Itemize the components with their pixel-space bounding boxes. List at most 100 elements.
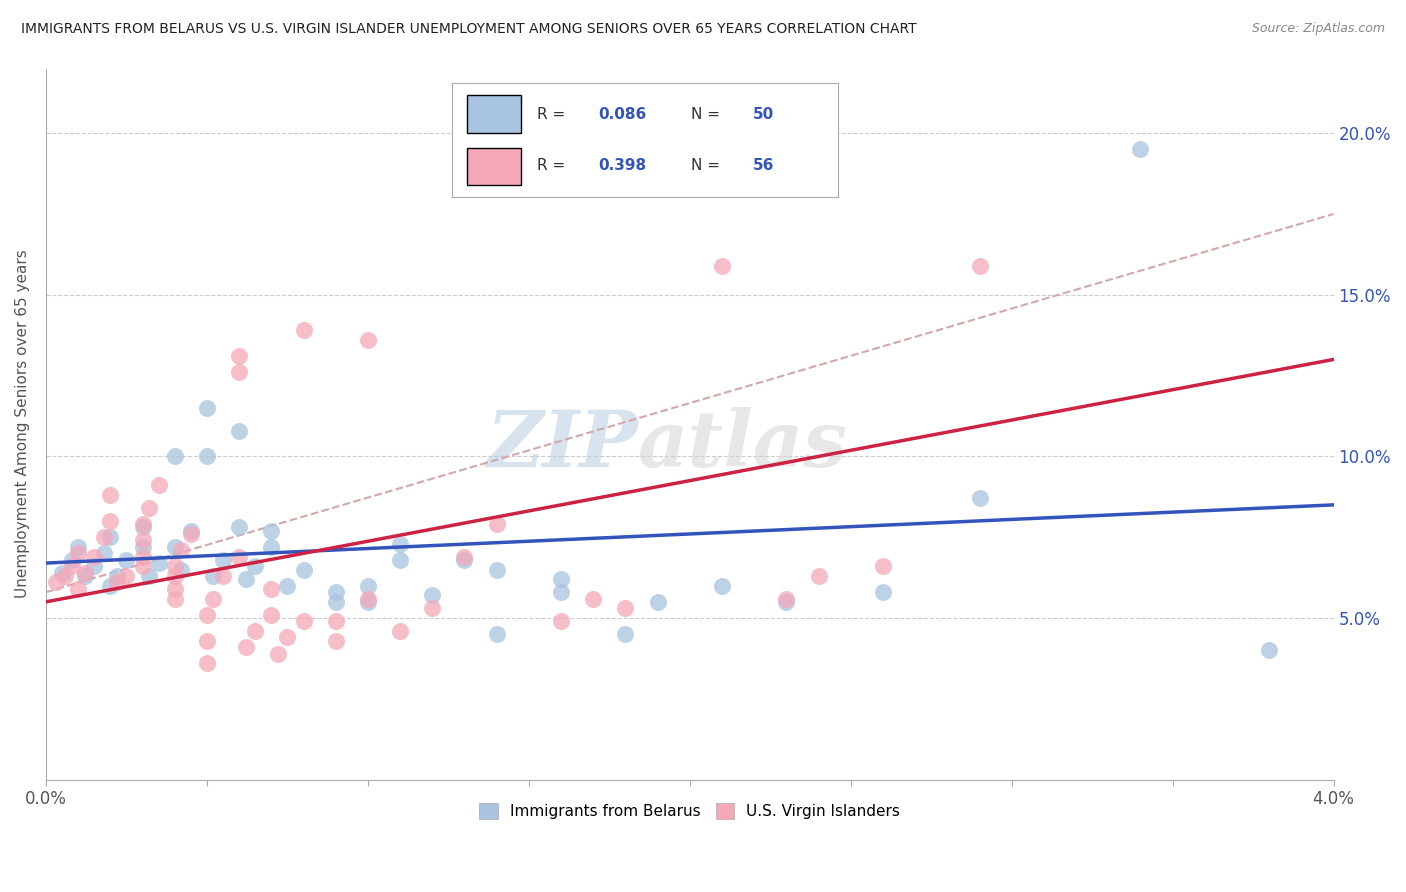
Point <box>202 591 225 606</box>
Point <box>163 569 186 583</box>
Point <box>138 569 160 583</box>
Point <box>614 627 637 641</box>
Point <box>51 566 73 580</box>
Point <box>245 559 267 574</box>
Point <box>292 562 315 576</box>
Point <box>98 514 121 528</box>
Point <box>453 553 475 567</box>
Point <box>93 530 115 544</box>
Point <box>969 491 991 506</box>
Point <box>115 569 138 583</box>
Point <box>180 524 202 538</box>
Point <box>711 259 734 273</box>
Point <box>148 556 170 570</box>
Point <box>228 549 250 564</box>
Point <box>131 559 153 574</box>
Point <box>235 640 257 654</box>
Point <box>807 569 830 583</box>
Point <box>212 569 235 583</box>
Point <box>550 572 572 586</box>
Point <box>53 569 76 583</box>
Point <box>389 624 412 638</box>
Point <box>872 585 894 599</box>
Point <box>325 633 347 648</box>
Point <box>260 607 283 622</box>
Point <box>67 540 90 554</box>
Point <box>292 614 315 628</box>
Point <box>105 575 128 590</box>
Point <box>260 582 283 596</box>
Legend: Immigrants from Belarus, U.S. Virgin Islanders: Immigrants from Belarus, U.S. Virgin Isl… <box>474 797 907 825</box>
Point <box>228 424 250 438</box>
Point <box>582 591 605 606</box>
Point <box>180 527 202 541</box>
Point <box>325 614 347 628</box>
Point <box>93 546 115 560</box>
Point <box>195 633 218 648</box>
Point <box>163 559 186 574</box>
Point <box>131 517 153 532</box>
Point <box>325 585 347 599</box>
Point <box>170 562 193 576</box>
Point <box>647 595 669 609</box>
Point <box>357 579 380 593</box>
Point <box>45 575 67 590</box>
Point <box>389 553 412 567</box>
Point <box>1258 643 1281 657</box>
Point <box>614 601 637 615</box>
Point <box>775 595 797 609</box>
Point <box>357 595 380 609</box>
Point <box>357 333 380 347</box>
Point <box>148 478 170 492</box>
Point <box>73 569 96 583</box>
Point <box>267 647 290 661</box>
Point <box>325 595 347 609</box>
Point <box>131 520 153 534</box>
Point <box>98 579 121 593</box>
Point <box>453 549 475 564</box>
Point <box>260 540 283 554</box>
Point <box>711 579 734 593</box>
Point <box>550 614 572 628</box>
Text: IMMIGRANTS FROM BELARUS VS U.S. VIRGIN ISLANDER UNEMPLOYMENT AMONG SENIORS OVER : IMMIGRANTS FROM BELARUS VS U.S. VIRGIN I… <box>21 22 917 37</box>
Point <box>98 530 121 544</box>
Point <box>228 349 250 363</box>
Point <box>212 553 235 567</box>
Point <box>228 365 250 379</box>
Point <box>131 549 153 564</box>
Point <box>60 553 83 567</box>
Point <box>163 582 186 596</box>
Point <box>131 540 153 554</box>
Point <box>83 549 105 564</box>
Point <box>420 601 443 615</box>
Point <box>485 627 508 641</box>
Point <box>202 569 225 583</box>
Point <box>105 569 128 583</box>
Point <box>389 536 412 550</box>
Point <box>83 559 105 574</box>
Text: ZIP: ZIP <box>486 407 638 483</box>
Point <box>485 562 508 576</box>
Point <box>73 566 96 580</box>
Point <box>260 524 283 538</box>
Point <box>163 450 186 464</box>
Point <box>276 579 298 593</box>
Point <box>235 572 257 586</box>
Point <box>115 553 138 567</box>
Point <box>131 533 153 548</box>
Y-axis label: Unemployment Among Seniors over 65 years: Unemployment Among Seniors over 65 years <box>15 250 30 599</box>
Point <box>357 591 380 606</box>
Point <box>420 588 443 602</box>
Point <box>245 624 267 638</box>
Text: Source: ZipAtlas.com: Source: ZipAtlas.com <box>1251 22 1385 36</box>
Point <box>195 450 218 464</box>
Point <box>775 591 797 606</box>
Point <box>195 657 218 671</box>
Text: atlas: atlas <box>638 407 848 483</box>
Point <box>195 401 218 415</box>
Point <box>485 517 508 532</box>
Point <box>98 488 121 502</box>
Point <box>550 585 572 599</box>
Point <box>195 607 218 622</box>
Point <box>228 520 250 534</box>
